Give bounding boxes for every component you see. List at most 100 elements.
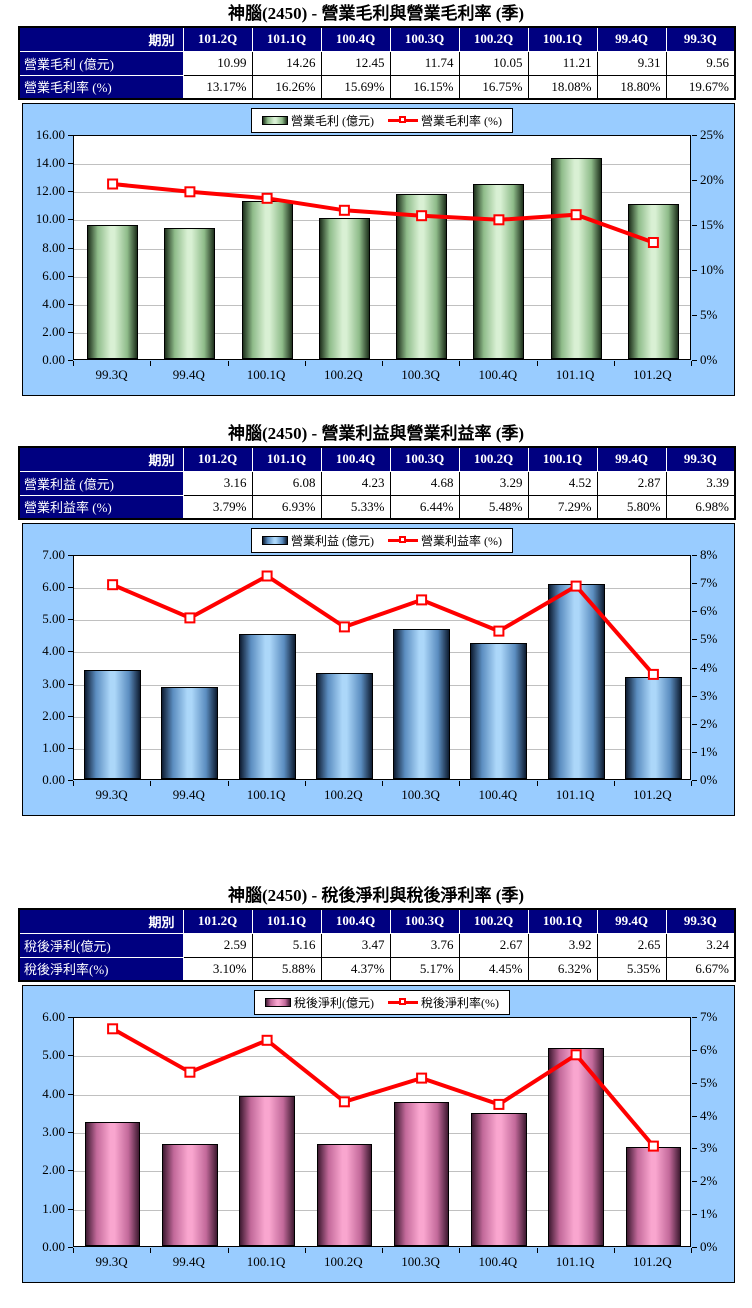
- value-cell: 4.37%: [320, 956, 391, 982]
- left-axis-tick-label: 5.00: [42, 611, 65, 627]
- x-axis-category-label: 100.3Q: [401, 367, 440, 382]
- line-marker: [338, 1096, 350, 1108]
- value-cell: 14.26: [251, 50, 322, 76]
- x-axis-tick: [73, 361, 74, 366]
- x-axis-tick: [613, 361, 615, 366]
- value-cell: 3.47: [320, 932, 391, 958]
- plot-area: [73, 135, 691, 360]
- right-axis-tick: [692, 639, 697, 641]
- left-axis-tick: [68, 247, 73, 249]
- left-axis-tick-label: 16.00: [35, 127, 65, 142]
- bar: [164, 228, 216, 359]
- period-column-header: 100.4Q: [320, 908, 391, 934]
- period-column-header: 100.2Q: [458, 908, 529, 934]
- right-axis-tick-label: 1%: [700, 1206, 718, 1222]
- legend-bar-label: 營業毛利 (億元): [291, 114, 374, 128]
- right-axis-tick-label: 10%: [700, 262, 724, 277]
- period-column-header: 101.2Q: [182, 908, 253, 934]
- x-axis-tick: [459, 361, 461, 366]
- x-axis-tick: [227, 781, 229, 786]
- right-axis-tick-label: 20%: [700, 172, 724, 187]
- x-axis-tick: [613, 781, 615, 786]
- value-cell: 11.74: [389, 50, 460, 76]
- left-axis-tick-label: 0.00: [42, 772, 65, 787]
- left-axis-tick: [68, 747, 73, 749]
- value-cell: 2.59: [182, 932, 253, 958]
- line-marker: [107, 178, 119, 190]
- left-axis-tick-label: 4.00: [42, 643, 65, 659]
- line-marker: [493, 1098, 505, 1110]
- left-axis-tick: [68, 1247, 73, 1248]
- x-axis-tick: [536, 781, 538, 786]
- right-axis-tick-label: 1%: [700, 743, 718, 759]
- right-axis-tick: [692, 270, 697, 271]
- value-cell: 9.31: [596, 50, 667, 76]
- left-axis-tick-label: 3.00: [42, 675, 65, 691]
- left-axis-tick: [68, 1208, 73, 1210]
- left-axis-tick-label: 8.00: [42, 239, 65, 255]
- bar: [238, 633, 296, 779]
- bar: [396, 193, 448, 359]
- gross-profit-chart: 0.00 2.00 4.00 6.00 8.00 10.00 12.00 14.00 16.00…: [22, 103, 735, 396]
- bar: [87, 224, 139, 359]
- right-axis-tick: [692, 583, 697, 585]
- period-column-header: 99.3Q: [665, 446, 736, 472]
- row-label-cell: 營業毛利率 (%): [18, 74, 184, 100]
- net-income-chart: 0.00 1.00 2.00 3.00 4.00 5.00 6.00 0% 1% 2% 3% 4% 5%…: [22, 985, 735, 1283]
- right-axis-tick: [692, 1148, 697, 1150]
- line-marker: [416, 594, 428, 606]
- right-axis-tick-label: 15%: [700, 217, 724, 232]
- x-axis-category-label: 101.1Q: [555, 787, 595, 802]
- net-income-table: 期別 101.2Q 101.1Q 100.4Q 100.3Q 100.2Q 100.1Q 99…: [18, 908, 736, 982]
- period-column-header: 99.4Q: [596, 908, 667, 934]
- legend-item-line: 稅後淨利率(%): [388, 994, 499, 1011]
- left-axis-tick-label: 6.00: [42, 579, 65, 595]
- x-axis-tick: [691, 361, 692, 366]
- right-axis-tick: [692, 695, 697, 697]
- left-axis-tick: [68, 219, 73, 221]
- right-axis-tick: [692, 315, 697, 316]
- right-axis-tick-label: 5%: [700, 307, 718, 322]
- right-axis-tick: [692, 1049, 697, 1051]
- period-data-table: 期別 101.2Q 101.1Q 100.4Q 100.3Q 100.2Q 100.1Q 99…: [18, 446, 736, 520]
- x-axis-category-label: 99.3Q: [95, 367, 128, 382]
- bar: [547, 583, 605, 779]
- right-axis-tick: [692, 723, 697, 725]
- value-cell: 5.35%: [596, 956, 667, 982]
- value-cell: 4.68: [389, 470, 460, 496]
- section-title-gross-profit: 神腦(2450) - 營業毛利與營業毛利率 (季): [227, 4, 525, 23]
- x-axis-tick: [227, 361, 229, 366]
- x-axis-tick: [304, 781, 306, 786]
- legend-item-bar: 稅後淨利(億元): [265, 994, 374, 1011]
- value-cell: 6.67%: [665, 956, 736, 982]
- left-axis-tick-label: 14.00: [35, 155, 65, 171]
- right-axis-tick: [692, 135, 697, 136]
- bar: [315, 673, 373, 779]
- x-axis-category-label: 100.2Q: [324, 367, 363, 382]
- period-data-table: 期別 101.2Q 101.1Q 100.4Q 100.3Q 100.2Q 100.1Q 99…: [18, 908, 736, 982]
- left-axis-tick-label: 0.00: [42, 352, 65, 367]
- period-column-header: 99.3Q: [665, 26, 736, 52]
- right-axis-tick-label: 3%: [700, 1140, 718, 1156]
- value-cell: 3.10%: [182, 956, 253, 982]
- left-axis-tick: [68, 619, 73, 621]
- x-axis-category-label: 101.2Q: [633, 367, 672, 382]
- x-axis-category-label: 100.4Q: [478, 367, 518, 382]
- value-cell: 7.29%: [527, 494, 598, 520]
- line-marker: [416, 1072, 428, 1084]
- period-column-header: 101.2Q: [182, 446, 253, 472]
- left-axis-tick: [68, 191, 73, 193]
- value-cell: 12.45: [320, 50, 391, 76]
- right-axis-tick: [692, 751, 697, 753]
- bar: [239, 1095, 295, 1246]
- line-marker: [107, 1023, 119, 1035]
- line-marker: [338, 621, 350, 633]
- x-axis-tick: [227, 1248, 229, 1253]
- bar: [473, 183, 525, 359]
- x-axis-tick: [73, 1248, 74, 1253]
- bar: [393, 628, 451, 779]
- right-axis-tick-label: 2%: [700, 715, 718, 731]
- right-axis-tick-label: 4%: [700, 1107, 718, 1123]
- section-title-net-income: 神腦(2450) - 稅後淨利與稅後淨利率 (季): [227, 886, 525, 905]
- legend-bar-swatch: [262, 116, 288, 125]
